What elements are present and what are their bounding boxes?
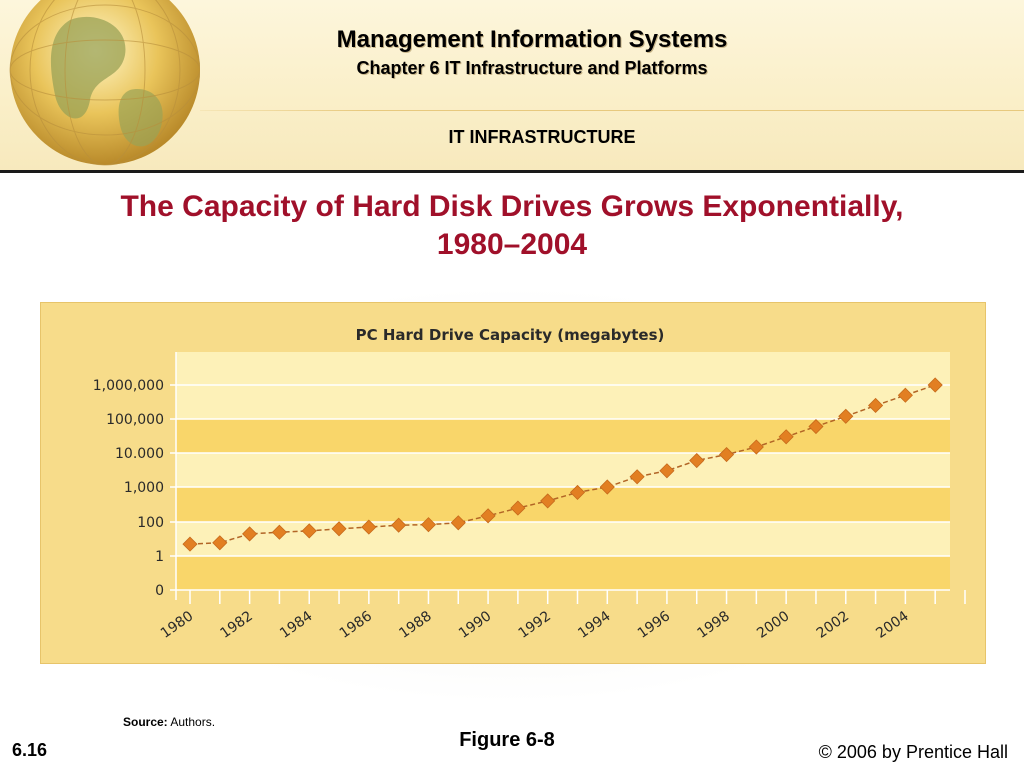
x-axis-ticks: 1980 1982 1984 1986 1988 1990 1992 1994 1996 1998… xyxy=(158,590,966,642)
x-tick-label: 1982 xyxy=(218,608,256,642)
x-tick-label: 2002 xyxy=(814,608,852,642)
hard-drive-capacity-chart: PC Hard Drive Capacity (megabytes) 0 1 100… xyxy=(93,326,966,642)
slide-title-line-1: The Capacity of Hard Disk Drives Grows E… xyxy=(120,190,904,223)
plot-band xyxy=(176,385,950,419)
section-title: IT INFRASTRUCTURE xyxy=(448,127,636,147)
chart-title: PC Hard Drive Capacity (megabytes) xyxy=(356,326,665,344)
x-tick-label: 1998 xyxy=(694,608,732,642)
header-divider xyxy=(200,110,1024,111)
data-point xyxy=(420,517,437,533)
data-point xyxy=(868,397,884,414)
globe-icon xyxy=(9,0,200,166)
plot-band xyxy=(176,556,950,590)
y-tick-label: 1 xyxy=(155,549,164,565)
plot-band xyxy=(176,522,950,556)
data-point xyxy=(242,526,258,542)
plot-band xyxy=(176,352,950,385)
data-point xyxy=(778,429,794,445)
source-label: Source: xyxy=(123,715,168,729)
course-title: Management Information Systems xyxy=(336,26,728,53)
slide-number: 6.16 xyxy=(12,740,48,760)
header-rule xyxy=(0,170,1024,173)
data-point xyxy=(718,446,735,463)
y-axis-ticks: 0 1 100 1,000 10.000 100,000 1,000,000 xyxy=(93,378,164,599)
data-point xyxy=(510,500,526,516)
data-point xyxy=(391,517,407,533)
data-point xyxy=(689,452,705,469)
data-point xyxy=(897,387,913,403)
y-tick-label: 1,000,000 xyxy=(93,378,164,394)
x-tick-label: 2000 xyxy=(754,608,792,642)
source-text: Authors. xyxy=(170,715,216,729)
data-point xyxy=(808,418,824,435)
data-point xyxy=(838,408,854,424)
copyright: © 2006 by Prentice Hall xyxy=(818,742,1008,762)
series-markers xyxy=(182,377,943,552)
x-tick-label: 1994 xyxy=(575,608,613,642)
chapter-title: Chapter 6 IT Infrastructure and Platform… xyxy=(356,58,708,78)
data-point xyxy=(569,484,586,500)
y-tick-label: 100,000 xyxy=(106,412,164,428)
x-tick-label: 1980 xyxy=(158,608,196,642)
x-tick-label: 1992 xyxy=(516,608,554,642)
data-point xyxy=(659,463,675,479)
data-point xyxy=(182,536,198,552)
slide-title-line-2: 1980–2004 xyxy=(436,228,588,261)
x-tick-label: 1996 xyxy=(635,608,673,642)
figure-label: Figure 6-8 xyxy=(459,729,555,751)
y-tick-label: 1,000 xyxy=(124,480,164,496)
data-point xyxy=(450,515,466,531)
x-tick-label: 1990 xyxy=(456,608,494,642)
data-point xyxy=(599,479,615,495)
data-point xyxy=(927,377,943,393)
slide-title: The Capacity of Hard Disk Drives Grows E… xyxy=(0,188,1024,264)
data-point xyxy=(480,508,496,524)
data-point xyxy=(331,521,347,537)
y-tick-label: 100 xyxy=(137,515,164,531)
data-point xyxy=(629,469,645,485)
data-point xyxy=(301,523,317,539)
plot-bands xyxy=(176,352,950,590)
data-point xyxy=(212,535,228,551)
x-tick-label: 1988 xyxy=(396,608,434,642)
data-point xyxy=(540,493,556,509)
x-tick-label: 1986 xyxy=(337,608,375,642)
data-point xyxy=(361,519,377,535)
plot-band xyxy=(176,453,950,487)
x-tick-label: 1984 xyxy=(277,608,315,642)
plot-band xyxy=(176,487,950,522)
data-point xyxy=(271,524,287,540)
plot-grid xyxy=(170,352,950,600)
plot-band xyxy=(176,419,950,453)
x-tick-label: 2004 xyxy=(873,608,911,642)
source-note: Source: Authors. xyxy=(123,715,215,729)
data-point xyxy=(748,439,764,455)
y-tick-label: 10.000 xyxy=(115,446,164,462)
y-tick-label: 0 xyxy=(155,583,164,599)
